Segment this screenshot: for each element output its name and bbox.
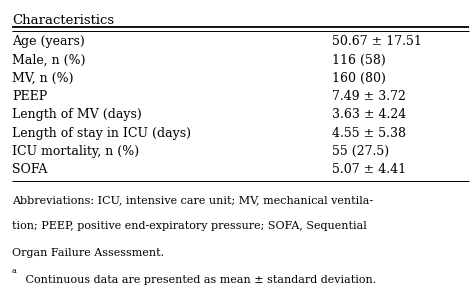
Text: tion; PEEP, positive end-expiratory pressure; SOFA, Sequential: tion; PEEP, positive end-expiratory pres… [12,221,366,231]
Text: Length of stay in ICU (days): Length of stay in ICU (days) [12,127,191,140]
Text: 160 (80): 160 (80) [332,72,386,85]
Text: PEEP: PEEP [12,90,47,103]
Text: 7.49 ± 3.72: 7.49 ± 3.72 [332,90,406,103]
Text: Abbreviations: ICU, intensive care unit; MV, mechanical ventila-: Abbreviations: ICU, intensive care unit;… [12,195,373,205]
Text: Continuous data are presented as mean ± standard deviation.: Continuous data are presented as mean ± … [22,275,376,285]
Text: Length of MV (days): Length of MV (days) [12,108,142,121]
Text: SOFA: SOFA [12,163,47,176]
Text: Male, n (%): Male, n (%) [12,54,85,67]
Text: Age (years): Age (years) [12,35,84,48]
Text: ICU mortality, n (%): ICU mortality, n (%) [12,145,139,158]
Text: Characteristics: Characteristics [12,14,114,27]
Text: 116 (58): 116 (58) [332,54,385,67]
Text: 4.55 ± 5.38: 4.55 ± 5.38 [332,127,406,140]
Text: 50.67 ± 17.51: 50.67 ± 17.51 [332,35,422,48]
Text: a: a [12,267,17,275]
Text: 5.07 ± 4.41: 5.07 ± 4.41 [332,163,406,176]
Text: 3.63 ± 4.24: 3.63 ± 4.24 [332,108,406,121]
Text: Organ Failure Assessment.: Organ Failure Assessment. [12,248,164,258]
Text: 55 (27.5): 55 (27.5) [332,145,389,158]
Text: MV, n (%): MV, n (%) [12,72,73,85]
